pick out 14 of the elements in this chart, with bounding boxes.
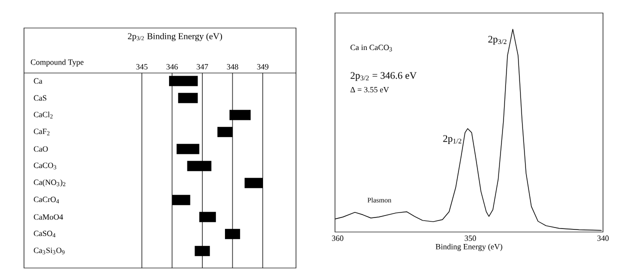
bar: [224, 228, 240, 240]
bar: [169, 76, 198, 86]
bar: [199, 212, 216, 222]
bar: [194, 246, 210, 256]
annotation: 2p$_{1/2}$: [443, 135, 462, 144]
bar: [172, 194, 190, 206]
bar: [230, 110, 251, 120]
bar: [187, 160, 212, 172]
bar: [176, 144, 200, 154]
annotation: 2p$_{3/2}$ = 346.6 eV: [350, 72, 417, 81]
bar: [217, 126, 233, 138]
bar: [178, 92, 198, 104]
annotation: 2p$_{3/2}$: [488, 36, 506, 45]
chart-title: 2p$_{3/2}$ Binding Energy (eV): [128, 32, 222, 42]
